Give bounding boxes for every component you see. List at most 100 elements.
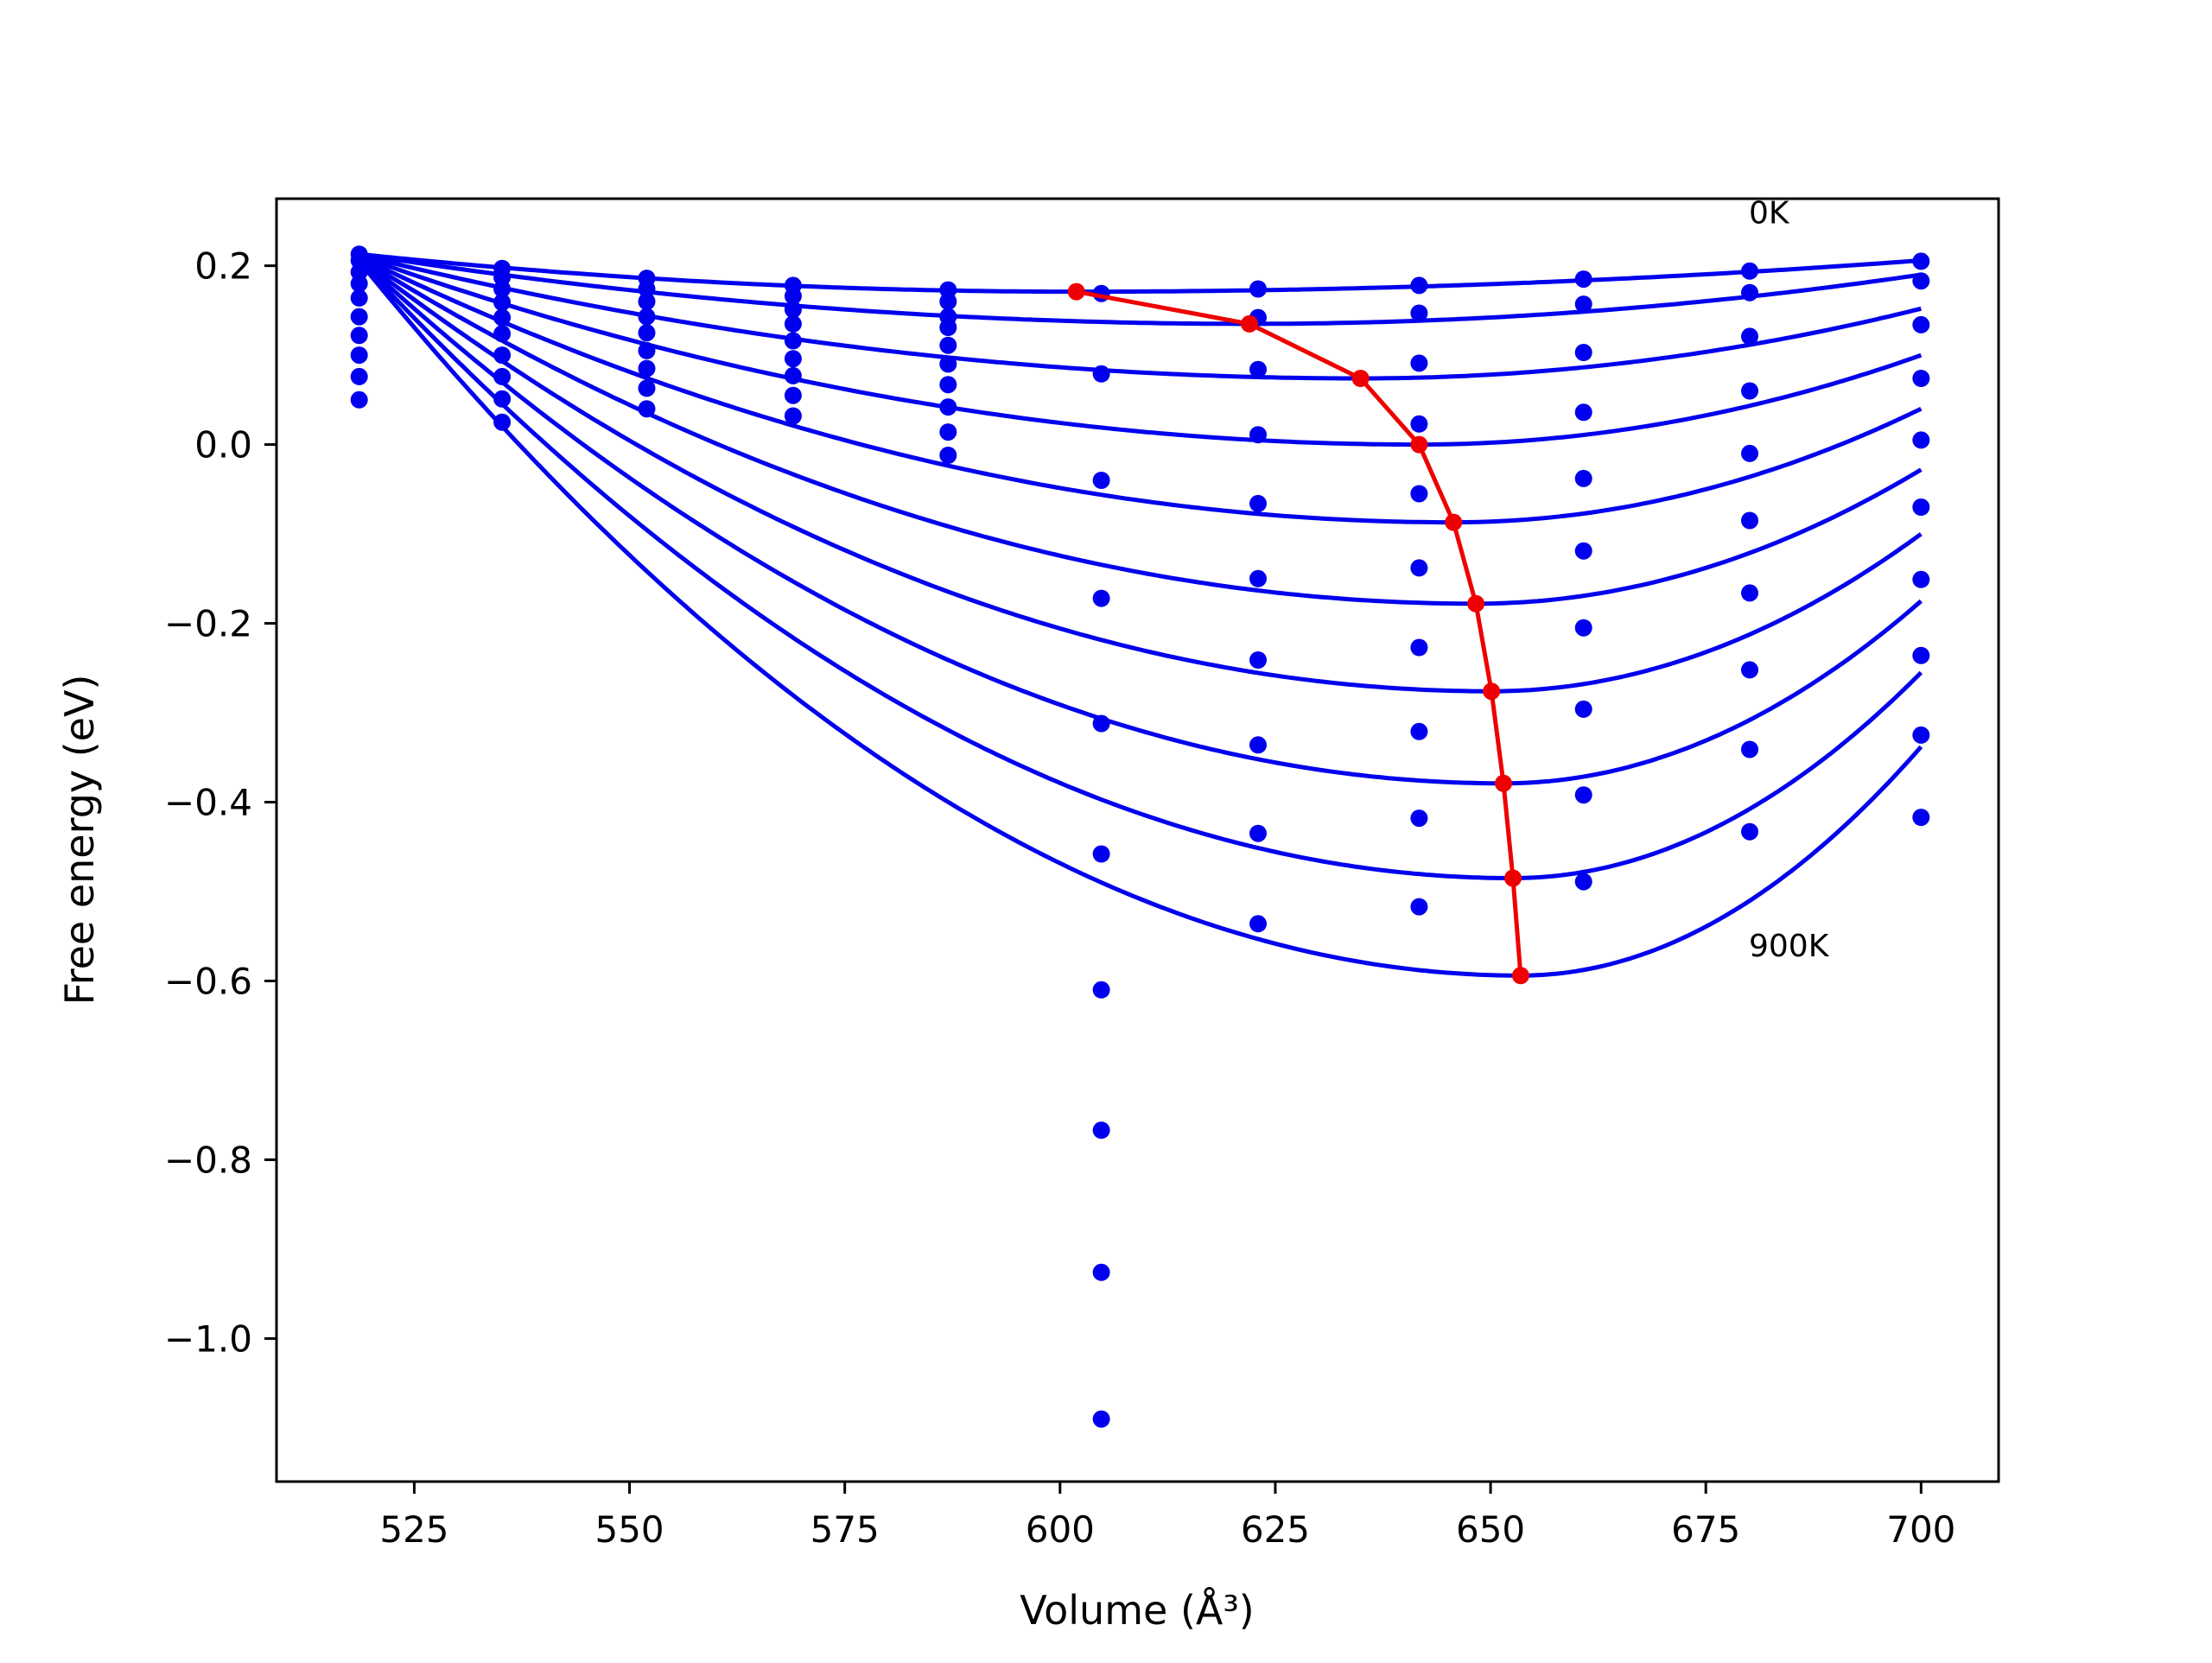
data-point <box>350 275 368 293</box>
data-point <box>1574 786 1592 804</box>
data-point <box>1912 315 1930 333</box>
y-tick-label: −0.8 <box>164 1139 252 1181</box>
data-point <box>1741 584 1758 602</box>
x-tick-label: 675 <box>1671 1508 1740 1551</box>
isotherm-curve-2 <box>359 252 1922 381</box>
data-point <box>939 398 957 416</box>
data-point <box>1249 360 1267 378</box>
data-point <box>939 447 957 464</box>
data-point <box>784 287 802 305</box>
data-point <box>1410 415 1428 433</box>
data-point <box>1574 469 1592 487</box>
y-tick-label: −0.4 <box>164 782 252 824</box>
data-point <box>1092 589 1110 607</box>
data-point <box>350 289 368 307</box>
data-point <box>1092 845 1110 863</box>
data-point <box>939 355 957 373</box>
x-tick-label: 625 <box>1241 1508 1310 1551</box>
data-point <box>939 376 957 394</box>
data-point <box>1741 327 1758 346</box>
x-tick-label: 650 <box>1456 1508 1525 1551</box>
data-point <box>1574 619 1592 637</box>
data-point <box>1410 638 1428 657</box>
data-point <box>784 386 802 404</box>
data-point <box>1912 370 1930 387</box>
y-tick-label: −0.6 <box>164 960 252 1002</box>
data-point <box>1410 276 1428 295</box>
data-point <box>1574 542 1592 560</box>
data-point <box>1092 1410 1110 1428</box>
minimum-point <box>1504 869 1522 887</box>
data-point <box>1912 252 1930 270</box>
data-point <box>784 314 802 333</box>
data-point <box>1092 472 1110 489</box>
data-point <box>1912 646 1930 664</box>
data-point <box>1741 283 1758 301</box>
data-point <box>1249 915 1267 933</box>
data-point <box>1912 809 1930 827</box>
data-point <box>638 324 656 342</box>
minimum-point <box>1467 594 1485 613</box>
minimum-point <box>1511 967 1529 985</box>
x-tick-label: 525 <box>379 1508 448 1551</box>
data-point <box>1249 736 1267 754</box>
data-point <box>1574 295 1592 314</box>
minimum-point <box>1351 370 1370 387</box>
data-point <box>1092 1121 1110 1139</box>
data-point <box>1574 403 1592 422</box>
data-point <box>1574 270 1592 289</box>
data-point <box>1574 873 1592 891</box>
minimum-point <box>1410 435 1428 454</box>
data-point <box>638 379 656 397</box>
data-point <box>493 308 512 327</box>
data-point <box>1741 382 1758 400</box>
data-point <box>638 308 656 326</box>
isotherm-curve-4 <box>358 255 1923 525</box>
minimum-point <box>1067 282 1085 301</box>
data-point <box>1092 1263 1110 1281</box>
data-point <box>1741 740 1758 759</box>
data-point <box>350 308 368 326</box>
data-point <box>1410 722 1428 740</box>
annotation-label: 900K <box>1749 929 1830 964</box>
data-point <box>493 390 512 408</box>
y-axis-ticks: 0.2 0.0 −0.2 −0.4 −0.6 −0.8 −1.0 <box>164 245 276 1360</box>
y-tick-label: −0.2 <box>164 603 252 645</box>
data-point <box>1092 981 1110 999</box>
data-point <box>350 367 368 385</box>
y-tick-label: 0.0 <box>194 424 252 467</box>
data-point <box>1092 365 1110 383</box>
data-point <box>1249 280 1267 298</box>
data-point <box>638 293 656 310</box>
data-point <box>939 423 957 441</box>
data-point <box>1249 824 1267 842</box>
isotherm-curve-3 <box>358 253 1923 447</box>
plot-data <box>350 245 1930 1428</box>
data-point <box>784 332 802 350</box>
data-point <box>784 366 802 384</box>
x-tick-label: 600 <box>1026 1508 1095 1551</box>
isotherm-curve-1 <box>359 251 1922 327</box>
data-point <box>1741 822 1758 841</box>
minimum-point <box>1241 314 1258 333</box>
data-point <box>1249 651 1267 669</box>
data-point <box>1912 431 1930 449</box>
data-point <box>350 390 368 409</box>
data-point <box>493 294 512 311</box>
data-point <box>1249 426 1267 444</box>
data-point <box>784 350 802 368</box>
data-point <box>638 280 656 298</box>
data-point <box>939 336 957 354</box>
data-point <box>493 280 512 298</box>
data-point <box>638 341 656 359</box>
data-point <box>1249 494 1267 512</box>
x-tick-label: 550 <box>594 1508 664 1551</box>
data-point <box>1410 304 1428 322</box>
minimum-path-line <box>1076 289 1523 976</box>
y-axis-label: Free energy (eV) <box>56 675 103 1006</box>
annotation-label: 0K <box>1749 196 1790 232</box>
data-point <box>939 319 957 336</box>
data-point <box>784 301 802 319</box>
